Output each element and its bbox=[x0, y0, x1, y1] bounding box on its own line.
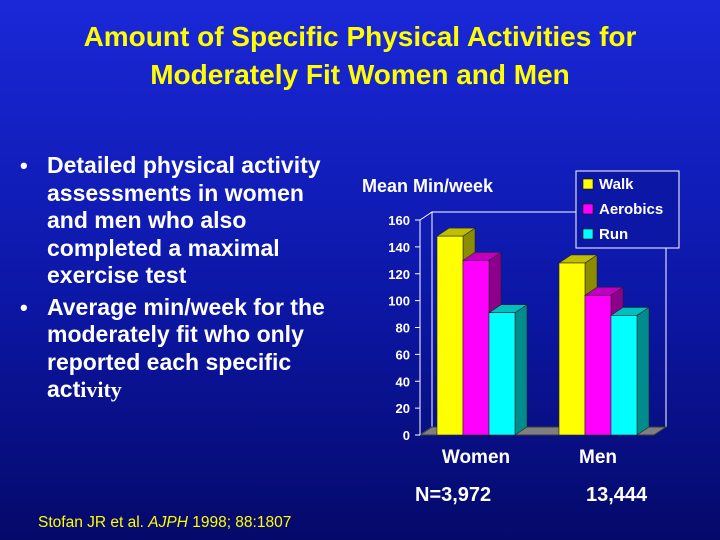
citation-authors: Stofan JR et al. bbox=[38, 514, 149, 531]
title-line-2: Moderately Fit Women and Men bbox=[150, 59, 570, 90]
x-tick-label-men: Men bbox=[579, 447, 617, 468]
bar-walk-women bbox=[436, 235, 464, 436]
y-tick-label: 120 bbox=[388, 267, 410, 282]
bullet-text-tail: ivity bbox=[80, 377, 122, 402]
x-tick-label-women: Women bbox=[442, 447, 510, 468]
y-tick-label: 40 bbox=[396, 374, 410, 389]
y-tick-label: 80 bbox=[396, 321, 410, 336]
y-tick-label: 140 bbox=[388, 240, 410, 255]
bar-run-women bbox=[488, 312, 516, 436]
bullet-item: Average min/week for the moderately fit … bbox=[20, 294, 350, 404]
legend-swatch-aerobics bbox=[582, 203, 594, 215]
bullet-text: Average min/week for the moderately fit … bbox=[47, 293, 325, 403]
bar-side-run-women bbox=[514, 304, 528, 436]
citation-details: 1998; 88:1807 bbox=[187, 514, 292, 531]
bar-aerobics-women bbox=[462, 260, 490, 436]
bullet-list: Detailed physical activity assessments i… bbox=[20, 152, 350, 408]
bullet-text: Detailed physical activity assessments i… bbox=[47, 152, 321, 288]
citation-journal: AJPH bbox=[148, 514, 188, 531]
y-axis-label: Mean Min/week bbox=[362, 176, 494, 196]
sample-size-men: 13,444 bbox=[586, 484, 648, 506]
legend-swatch-run bbox=[582, 228, 594, 240]
bar-run-men bbox=[610, 315, 638, 436]
plot-side-wall bbox=[419, 211, 433, 436]
y-tick-label: 100 bbox=[388, 294, 410, 309]
bullet-item: Detailed physical activity assessments i… bbox=[20, 152, 350, 290]
sample-size-women: N=3,972 bbox=[415, 484, 492, 506]
bar-aerobics-men bbox=[584, 294, 612, 436]
y-tick-label: 60 bbox=[396, 347, 410, 362]
bar-walk-men bbox=[558, 262, 586, 436]
citation: Stofan JR et al. AJPH 1998; 88:1807 bbox=[38, 514, 291, 532]
title-line-1: Amount of Specific Physical Activities f… bbox=[83, 21, 637, 52]
bar-side-run-men bbox=[636, 306, 650, 436]
y-tick-label: 0 bbox=[403, 428, 410, 443]
y-tick-label: 160 bbox=[388, 213, 410, 228]
legend-swatch-walk bbox=[582, 178, 594, 190]
y-tick-label: 20 bbox=[396, 401, 410, 416]
legend-label-aerobics: Aerobics bbox=[599, 201, 663, 218]
slide-title: Amount of Specific Physical Activities f… bbox=[0, 18, 720, 94]
legend-label-run: Run bbox=[599, 226, 628, 243]
legend-label-walk: Walk bbox=[599, 176, 634, 193]
